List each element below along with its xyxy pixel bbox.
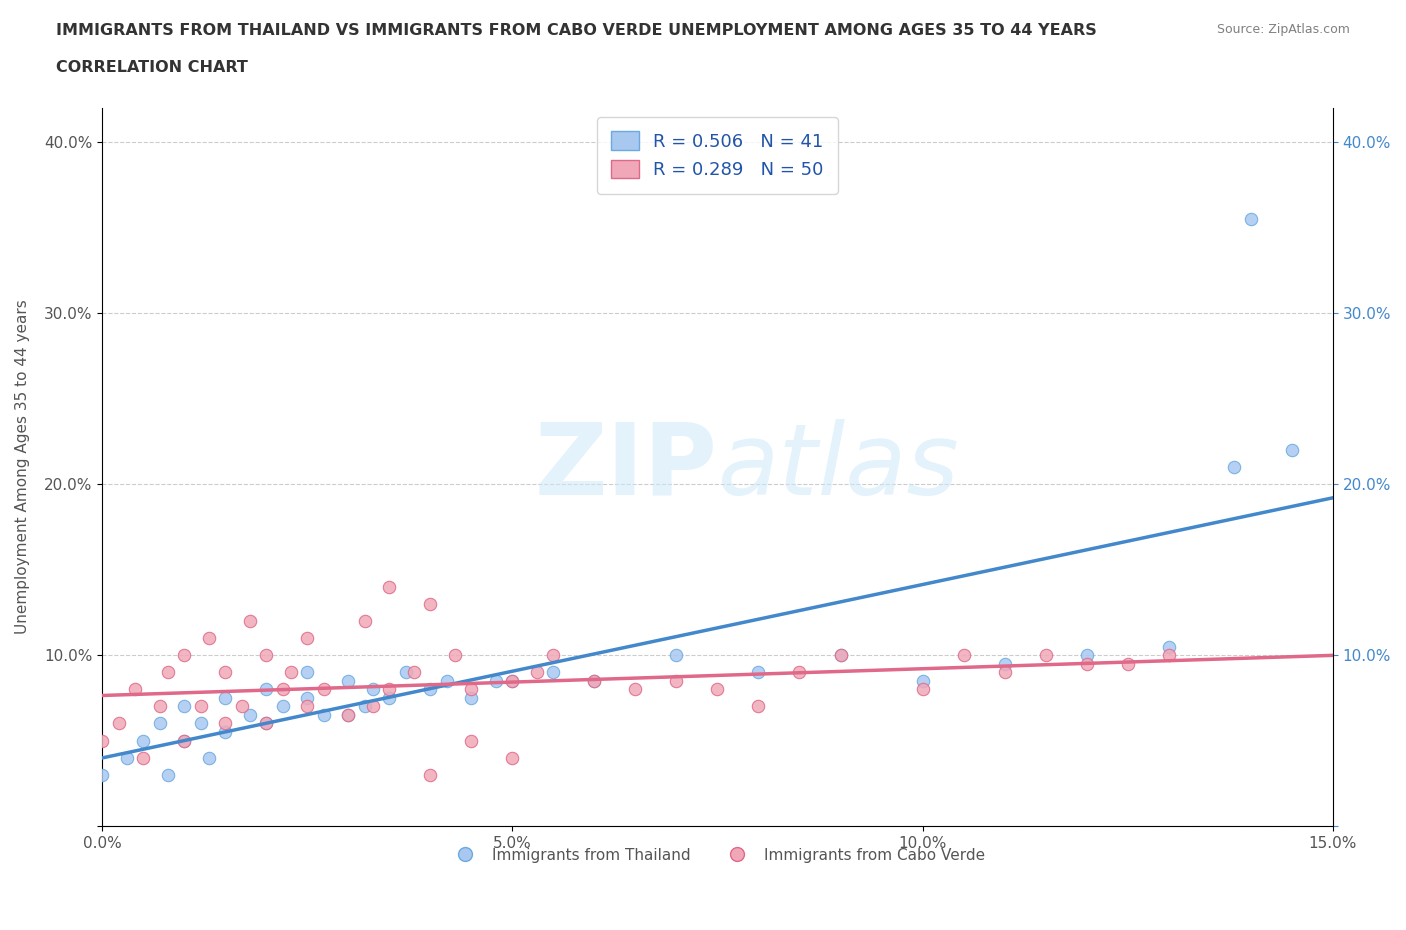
Point <box>91 733 114 748</box>
Point <box>254 716 277 731</box>
Point <box>706 682 728 697</box>
Point <box>173 647 195 662</box>
Point <box>501 673 523 688</box>
Point <box>665 647 688 662</box>
Point <box>148 716 170 731</box>
Point <box>214 716 236 731</box>
Point <box>583 673 606 688</box>
Point <box>156 665 179 680</box>
Point <box>190 699 212 714</box>
Point <box>1240 212 1263 227</box>
Point <box>297 665 319 680</box>
Point <box>501 673 523 688</box>
Point <box>501 751 523 765</box>
Point <box>830 647 852 662</box>
Point <box>747 699 769 714</box>
Point <box>353 614 375 629</box>
Legend: Immigrants from Thailand, Immigrants from Cabo Verde: Immigrants from Thailand, Immigrants fro… <box>443 842 991 869</box>
Point <box>297 690 319 705</box>
Point <box>395 665 418 680</box>
Point <box>1116 657 1139 671</box>
Point <box>132 733 155 748</box>
Point <box>297 631 319 645</box>
Point <box>361 682 384 697</box>
Point <box>444 647 467 662</box>
Text: Source: ZipAtlas.com: Source: ZipAtlas.com <box>1216 23 1350 36</box>
Point <box>312 682 335 697</box>
Point <box>419 767 441 782</box>
Point <box>271 699 294 714</box>
Point <box>173 733 195 748</box>
Point <box>485 673 508 688</box>
Point <box>378 579 401 594</box>
Point <box>271 682 294 697</box>
Point <box>1157 647 1180 662</box>
Point <box>624 682 647 697</box>
Point <box>1223 459 1246 474</box>
Point <box>911 682 934 697</box>
Point <box>460 690 482 705</box>
Point <box>132 751 155 765</box>
Y-axis label: Unemployment Among Ages 35 to 44 years: Unemployment Among Ages 35 to 44 years <box>15 299 30 634</box>
Point <box>1076 647 1098 662</box>
Point <box>239 614 262 629</box>
Point <box>460 733 482 748</box>
Point <box>361 699 384 714</box>
Point <box>173 699 195 714</box>
Point <box>789 665 811 680</box>
Point <box>156 767 179 782</box>
Point <box>337 708 360 723</box>
Point <box>830 647 852 662</box>
Text: CORRELATION CHART: CORRELATION CHART <box>56 60 247 75</box>
Point <box>665 673 688 688</box>
Point <box>239 708 262 723</box>
Point <box>197 631 219 645</box>
Point <box>214 690 236 705</box>
Point <box>460 682 482 697</box>
Point <box>747 665 769 680</box>
Point <box>419 682 441 697</box>
Point <box>190 716 212 731</box>
Point <box>107 716 129 731</box>
Point <box>543 647 565 662</box>
Point <box>436 673 458 688</box>
Point <box>197 751 219 765</box>
Point <box>337 673 360 688</box>
Point <box>419 596 441 611</box>
Point <box>952 647 974 662</box>
Point <box>254 682 277 697</box>
Point <box>543 665 565 680</box>
Point <box>526 665 548 680</box>
Point <box>173 733 195 748</box>
Point <box>911 673 934 688</box>
Point <box>297 699 319 714</box>
Text: IMMIGRANTS FROM THAILAND VS IMMIGRANTS FROM CABO VERDE UNEMPLOYMENT AMONG AGES 3: IMMIGRANTS FROM THAILAND VS IMMIGRANTS F… <box>56 23 1097 38</box>
Point <box>124 682 146 697</box>
Point <box>214 724 236 739</box>
Text: ZIP: ZIP <box>534 418 717 515</box>
Point <box>378 690 401 705</box>
Point <box>378 682 401 697</box>
Point <box>312 708 335 723</box>
Point <box>353 699 375 714</box>
Point <box>1281 443 1303 458</box>
Point <box>148 699 170 714</box>
Point <box>583 673 606 688</box>
Point <box>91 767 114 782</box>
Point <box>231 699 253 714</box>
Point <box>115 751 138 765</box>
Point <box>254 647 277 662</box>
Text: atlas: atlas <box>717 418 959 515</box>
Point <box>1076 657 1098 671</box>
Point <box>994 665 1017 680</box>
Point <box>214 665 236 680</box>
Point <box>402 665 425 680</box>
Point <box>280 665 302 680</box>
Point <box>337 708 360 723</box>
Point <box>1035 647 1057 662</box>
Point <box>994 657 1017 671</box>
Point <box>1157 639 1180 654</box>
Point <box>254 716 277 731</box>
